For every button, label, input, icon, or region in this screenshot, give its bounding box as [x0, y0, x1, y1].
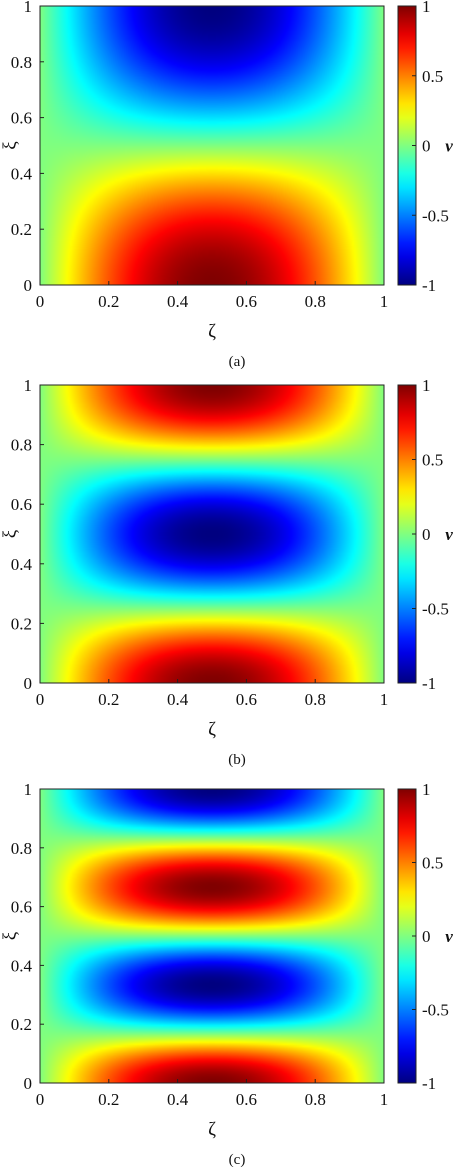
colorbar-tick-label: 1 — [422, 780, 431, 799]
y-tick-label: 0.8 — [11, 53, 32, 72]
colorbar-label: v — [445, 927, 453, 946]
x-tick-label: 0 — [36, 292, 45, 311]
colorbar — [398, 6, 416, 285]
y-axis-label: ξ — [0, 529, 21, 538]
plot-frame — [39, 788, 385, 1084]
panel-3: 0 0.2 0.4 0.6 0.8 1 0 0.2 0.4 0.6 0.8 1 ζ ξ 1 0.5 0 -0.5 -… — [0, 780, 453, 1168]
x-tick-label: 0.4 — [167, 292, 189, 311]
x-tick-label: 0.2 — [98, 690, 119, 709]
x-tick-label: 1 — [380, 1090, 389, 1109]
x-axis-label: ζ — [208, 321, 216, 342]
colorbar — [398, 789, 416, 1083]
heatmap-field — [40, 789, 384, 1083]
x-tick-label: 1 — [380, 292, 389, 311]
x-tick-label: 0.6 — [236, 292, 257, 311]
x-tick-label: 0.8 — [305, 292, 326, 311]
colorbar-tick-label: 0 — [422, 137, 431, 156]
colorbar-tick-label: 1 — [422, 376, 431, 395]
y-tick-label: 0.2 — [11, 614, 32, 633]
x-tick-label: 0.8 — [305, 690, 326, 709]
plot-frame — [39, 384, 385, 684]
x-tick-label: 0.8 — [305, 1090, 326, 1109]
x-tick-label: 1 — [380, 690, 389, 709]
panel-caption: (a) — [229, 354, 246, 370]
colorbar-tick-label: 0.5 — [422, 67, 443, 86]
y-tick-label: 0.6 — [11, 898, 32, 917]
colorbar-tick-label: -1 — [422, 674, 436, 693]
colorbar-tick-label: 1 — [422, 0, 431, 16]
colorbar — [398, 385, 416, 683]
y-tick-label: 0 — [24, 1074, 33, 1093]
x-tick-label: 0.4 — [167, 690, 189, 709]
colorbar-tick-label: 0.5 — [422, 854, 443, 873]
plot-frame — [39, 5, 385, 286]
x-tick-label: 0 — [36, 1090, 45, 1109]
heatmap-field — [40, 385, 384, 683]
y-tick-label: 0.4 — [11, 555, 33, 574]
panel-2: 0 0.2 0.4 0.6 0.8 1 0 0.2 0.4 0.6 0.8 1 ζ ξ 1 0.5 0 -0.5 -… — [0, 376, 453, 768]
y-tick-label: 0.4 — [11, 956, 33, 975]
x-axis-label: ζ — [208, 719, 216, 740]
y-tick-label: 0 — [24, 276, 33, 295]
y-tick-label: 0.6 — [11, 495, 32, 514]
panel-caption: (c) — [229, 1152, 246, 1168]
panel-1: 0 0.2 0.4 0.6 0.8 1 0 0.2 0.4 0.6 0.8 1 ζ ξ 1 0.5 0 -0.5 -… — [0, 0, 453, 370]
x-tick-label: 0.6 — [236, 1090, 257, 1109]
y-tick-label: 0.8 — [11, 436, 32, 455]
x-tick-label: 0.6 — [236, 690, 257, 709]
colorbar-tick-label: 0 — [422, 927, 431, 946]
y-tick-label: 0.2 — [11, 220, 32, 239]
x-tick-label: 0.4 — [167, 1090, 189, 1109]
x-tick-label: 0.2 — [98, 292, 119, 311]
colorbar-label: v — [445, 525, 453, 544]
y-tick-label: 1 — [24, 376, 33, 395]
colorbar-tick-label: 0.5 — [422, 451, 443, 470]
y-tick-label: 0 — [24, 674, 33, 693]
y-tick-label: 0.8 — [11, 839, 32, 858]
y-tick-label: 1 — [24, 780, 33, 799]
x-tick-label: 0 — [36, 690, 45, 709]
y-tick-label: 0.2 — [11, 1015, 32, 1034]
y-tick-label: 0.4 — [11, 164, 33, 183]
colorbar-tick-label: -0.5 — [422, 1001, 449, 1020]
colorbar-tick-label: -1 — [422, 1074, 436, 1093]
colorbar-tick-label: -0.5 — [422, 600, 449, 619]
heatmap-field — [40, 6, 384, 285]
x-axis-label: ζ — [208, 1119, 216, 1140]
colorbar-tick-label: -1 — [422, 276, 436, 295]
y-axis-label: ξ — [0, 141, 21, 150]
y-tick-label: 1 — [24, 0, 33, 16]
y-axis-label: ξ — [0, 931, 21, 940]
colorbar-label: v — [445, 137, 453, 156]
y-tick-label: 0.6 — [11, 109, 32, 128]
colorbar-tick-label: -0.5 — [422, 206, 449, 225]
colorbar-tick-label: 0 — [422, 525, 431, 544]
panel-caption: (b) — [228, 752, 246, 768]
x-tick-label: 0.2 — [98, 1090, 119, 1109]
